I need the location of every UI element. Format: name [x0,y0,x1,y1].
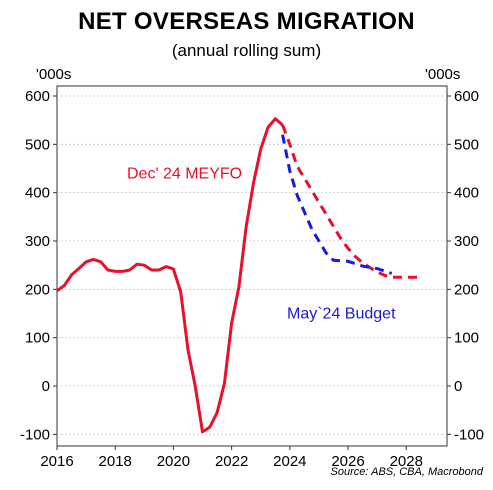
chart-subtitle: (annual rolling sum) [171,41,322,60]
y-tick-label-left: 300 [25,233,50,250]
y-tick-label-right: 0 [454,378,462,395]
annotation-budget: May`24 Budget [287,306,396,323]
series-line-actual [56,117,284,434]
x-tick-label: 2026 [331,453,364,470]
y-tick-label-left: 500 [25,136,50,153]
y-tick-label-left: 100 [25,330,50,347]
plot-frame [56,85,448,447]
source-note: Source: ABS, CBA, Macrobond [330,466,483,478]
y-tick-label-left: 600 [25,88,50,105]
x-tick-label: 2020 [157,453,190,470]
chart-title: NET OVERSEAS MIGRATION [78,8,415,35]
y-tick-label-left: -100 [20,426,50,443]
series-line-dec-24-meyfo [281,124,421,279]
y-tick-label-left: 400 [25,185,50,202]
y-tick-label-right: 200 [454,281,479,298]
y-tick-label-right: 400 [454,185,479,202]
y-tick-label-right: -100 [454,426,484,443]
x-tick-label: 2028 [390,453,423,470]
series-line-may-24-budget [281,134,393,275]
x-tick-label: 2022 [215,453,248,470]
right-axis-unit: '000s [425,66,461,83]
y-tick-label-right: 600 [454,88,479,105]
y-tick-label-right: 300 [454,233,479,250]
y-tick-label-left: 0 [42,378,50,395]
x-tick-label: 2024 [273,453,306,470]
y-tick-label-right: 100 [454,330,479,347]
y-tick-label-right: 500 [454,136,479,153]
x-tick-label: 2016 [40,453,73,470]
left-axis-unit: '000s [36,66,72,83]
x-tick-label: 2018 [99,453,132,470]
y-tick-label-left: 200 [25,281,50,298]
annotation-meyfo: Dec' 24 MEYFO [127,165,242,182]
